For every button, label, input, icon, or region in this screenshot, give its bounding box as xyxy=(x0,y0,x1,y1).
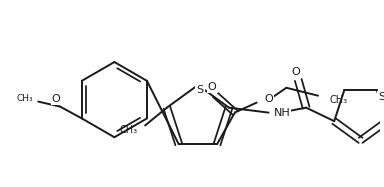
Text: NH: NH xyxy=(273,108,290,118)
Text: S: S xyxy=(378,92,384,102)
Text: CH₃: CH₃ xyxy=(119,125,137,135)
Text: O: O xyxy=(52,94,60,104)
Text: S: S xyxy=(196,85,204,95)
Text: CH₃: CH₃ xyxy=(330,95,348,105)
Text: CH₃: CH₃ xyxy=(17,94,33,103)
Text: O: O xyxy=(208,82,217,92)
Text: O: O xyxy=(265,94,273,104)
Text: O: O xyxy=(291,67,300,77)
